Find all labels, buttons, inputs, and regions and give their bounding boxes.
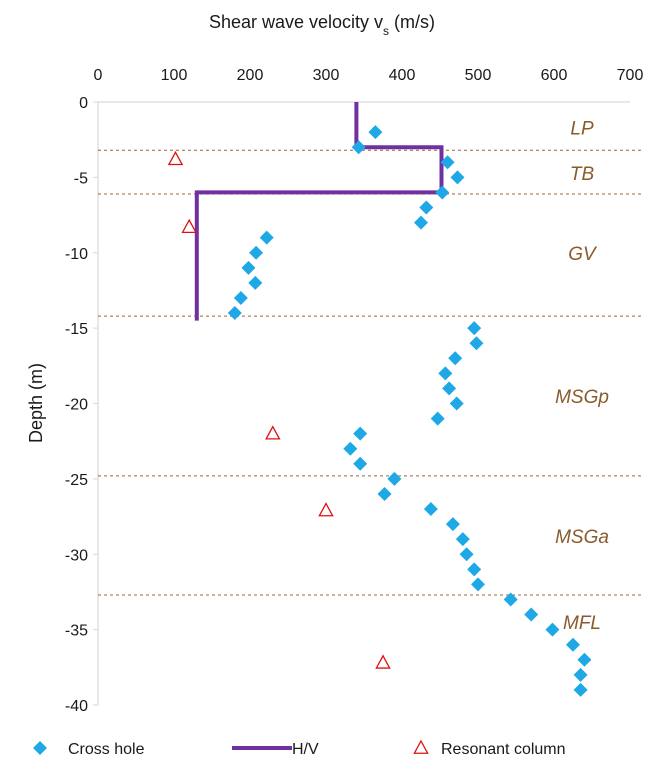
- layer-label-tb: TB: [570, 164, 595, 185]
- cross-hole-point: [545, 622, 560, 637]
- x-tick-label: 300: [313, 67, 340, 84]
- cross-hole-point: [448, 351, 463, 366]
- cross-hole-point: [573, 682, 588, 697]
- y-tick-label: -30: [65, 547, 88, 564]
- legend-resonant-symbol: [413, 739, 429, 754]
- x-tick-label: 400: [389, 67, 416, 84]
- x-tick-label: 0: [94, 67, 103, 84]
- cross-hole-point: [249, 245, 264, 260]
- cross-hole-point: [353, 456, 368, 471]
- layer-label-mfl: MFL: [563, 613, 601, 634]
- cross-hole-point: [233, 290, 248, 305]
- cross-hole-point: [435, 185, 450, 200]
- y-tick-label: -25: [65, 472, 88, 489]
- cross-hole-point: [368, 125, 383, 140]
- cross-hole-point: [573, 667, 588, 682]
- y-axis-title: Depth (m): [26, 363, 46, 443]
- cross-hole-point: [449, 396, 464, 411]
- cross-hole-point: [440, 155, 455, 170]
- cross-hole-point: [455, 532, 470, 547]
- resonant-column-point: [181, 218, 197, 234]
- legend-resonant-label: Resonant column: [441, 741, 566, 758]
- cross-hole-point: [469, 336, 484, 351]
- resonant-column-point: [375, 654, 391, 669]
- layer-label-lp: LP: [570, 119, 594, 140]
- cross-hole-point: [442, 381, 457, 396]
- y-tick-label: -20: [65, 397, 88, 414]
- y-tick-label: -10: [65, 246, 88, 263]
- legend-hv-label: H/V: [292, 741, 319, 758]
- cross-hole-point: [566, 637, 580, 652]
- cross-hole-point: [248, 275, 263, 290]
- resonant-column-point: [318, 502, 334, 517]
- cross-hole-point: [438, 366, 453, 381]
- cross-hole-point: [524, 607, 539, 622]
- layer-label-msgp: MSGp: [555, 387, 609, 408]
- x-axis-title: Shear wave velocity vs (m/s): [209, 12, 435, 38]
- x-axis-title-sub: s: [383, 24, 389, 38]
- x-tick-label: 700: [617, 67, 644, 84]
- resonant-column-point: [167, 150, 184, 166]
- cross-hole-point: [430, 411, 445, 426]
- cross-hole-point: [241, 260, 256, 275]
- cross-hole-point: [503, 592, 518, 607]
- y-tick-label: -5: [74, 170, 88, 187]
- y-tick-label: -15: [65, 321, 88, 338]
- y-tick-label: -35: [65, 623, 88, 640]
- cross-hole-point: [343, 441, 358, 456]
- x-tick-label: 600: [541, 67, 568, 84]
- cross-hole-point: [445, 517, 460, 532]
- cross-hole-point: [259, 230, 274, 245]
- legend-cross-hole-label: Cross hole: [68, 741, 145, 758]
- cross-hole-point: [577, 652, 592, 667]
- y-tick-label: -40: [65, 698, 88, 715]
- cross-hole-point: [377, 486, 392, 501]
- legend: Cross hole H/V Resonant column: [33, 739, 566, 758]
- x-tick-label: 200: [237, 67, 264, 84]
- hv-line: [194, 102, 444, 321]
- y-tick-label: 0: [79, 95, 88, 112]
- x-tick-label: 500: [465, 67, 492, 84]
- cross-hole-point: [227, 306, 242, 321]
- cross-hole-point: [414, 215, 428, 230]
- cross-hole-point: [423, 502, 438, 517]
- legend-cross-hole-symbol: [33, 741, 47, 755]
- cross-hole-point: [387, 471, 402, 486]
- cross-hole-point: [467, 562, 482, 577]
- cross-hole-point: [353, 426, 368, 441]
- cross-hole-point: [419, 200, 434, 215]
- cross-hole-point: [351, 140, 366, 155]
- cross-hole-point: [450, 170, 465, 185]
- cross-hole-point: [459, 547, 474, 562]
- layer-label-msga: MSGa: [555, 527, 609, 548]
- x-tick-label: 100: [161, 67, 188, 84]
- layer-label-gv: GV: [568, 244, 598, 265]
- x-axis-title-main: Shear wave velocity v: [209, 12, 383, 32]
- plot-area: 0 100 200 300 400 500 600 700 0 -5 -10 -15 -20 -25 -30…: [65, 67, 644, 715]
- resonant-column-point: [265, 425, 281, 440]
- cross-hole-point: [471, 577, 485, 592]
- cross-hole-point: [467, 321, 482, 336]
- x-axis-title-unit: (m/s): [389, 12, 435, 32]
